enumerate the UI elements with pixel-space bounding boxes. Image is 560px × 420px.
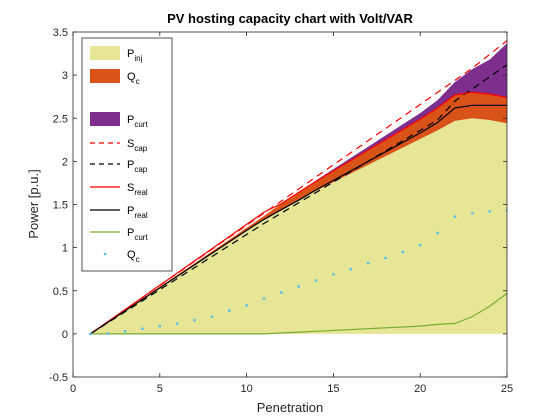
y-tick-label: 2.5 [53, 113, 68, 125]
legend-dot [103, 252, 107, 256]
x-tick-label: 15 [327, 383, 339, 395]
point-q-c [141, 327, 144, 331]
point-q-c [158, 324, 162, 328]
point-q-c [384, 256, 387, 260]
point-q-c [418, 243, 422, 247]
y-tick-label: -0.5 [49, 372, 68, 384]
point-q-c [436, 231, 439, 235]
point-q-c [262, 297, 266, 300]
legend-label: Pcap [127, 159, 148, 174]
point-q-c [332, 273, 335, 276]
legend-swatch [90, 46, 120, 60]
x-tick-label: 5 [157, 383, 163, 395]
chart-title: PV hosting capacity chart with Volt/VAR [167, 11, 413, 26]
line-p-curt [90, 292, 507, 335]
plot-area: 0 5 10 15 20 25-0.500.511.522.533.5PinjQcPcur… [49, 27, 513, 395]
legend-item: Qc [103, 249, 140, 264]
legend-item: Pinj [90, 46, 143, 63]
legend-label: Qc [127, 249, 140, 264]
y-tick-label: 3.5 [53, 27, 68, 39]
point-q-c [349, 267, 353, 271]
point-q-c [210, 315, 214, 318]
y-tick-label: 1.5 [53, 200, 68, 212]
point-q-c [401, 250, 405, 254]
point-q-c [453, 215, 457, 218]
legend-label: Scap [127, 138, 148, 153]
y-tick-label: 3 [62, 70, 68, 82]
legend-label: Preal [127, 205, 148, 220]
data-layer [89, 40, 507, 336]
legend-item: Pcurt [90, 227, 148, 242]
legend-label: Pinj [127, 48, 143, 63]
point-q-c [89, 332, 92, 336]
point-q-c [227, 309, 231, 312]
area-q-c [90, 92, 507, 334]
legend-item: Pcurt [90, 112, 148, 129]
legend: Pinj Qc Pcurt Scap Pcap Sreal Preal Pcurt Qc [81, 37, 173, 272]
point-q-c [488, 210, 491, 213]
area-p-inj [90, 118, 507, 334]
point-q-c [106, 332, 110, 335]
y-tick-label: 0 [62, 329, 68, 341]
legend-swatch [90, 112, 120, 126]
legend-label: Qc [127, 71, 140, 86]
x-axis-label: Penetration [257, 400, 324, 415]
legend-item: Preal [90, 205, 148, 220]
y-tick-label: 0.5 [53, 286, 68, 298]
legend-item: Scap [90, 138, 148, 153]
x-tick-label: 10 [240, 383, 252, 395]
point-q-c [193, 318, 196, 322]
point-q-c [280, 291, 283, 294]
point-q-c [245, 304, 248, 307]
x-tick-label: 25 [501, 383, 513, 395]
point-q-c [366, 261, 370, 265]
legend-label: Pcurt [127, 227, 148, 242]
legend-item: Qc [90, 69, 140, 86]
point-q-c [123, 329, 127, 333]
line-p-real [90, 104, 507, 335]
y-tick-label: 2 [62, 156, 68, 168]
legend-item: Sreal [90, 182, 148, 197]
point-q-c [470, 211, 474, 215]
legend-swatch [90, 69, 120, 83]
legend-label: Pcurt [127, 114, 148, 129]
legend-label: Sreal [127, 182, 148, 197]
y-axis-label: Power [p.u.] [26, 169, 41, 238]
point-q-c [175, 322, 179, 325]
point-q-c [314, 279, 318, 282]
point-q-c [297, 285, 300, 288]
y-tick-label: 1 [62, 243, 68, 255]
line-p-cap [90, 64, 507, 335]
x-tick-label: 0 [70, 383, 76, 395]
legend-item: Pcap [90, 159, 148, 174]
x-tick-label: 20 [414, 383, 426, 395]
line-s-real [90, 91, 507, 335]
